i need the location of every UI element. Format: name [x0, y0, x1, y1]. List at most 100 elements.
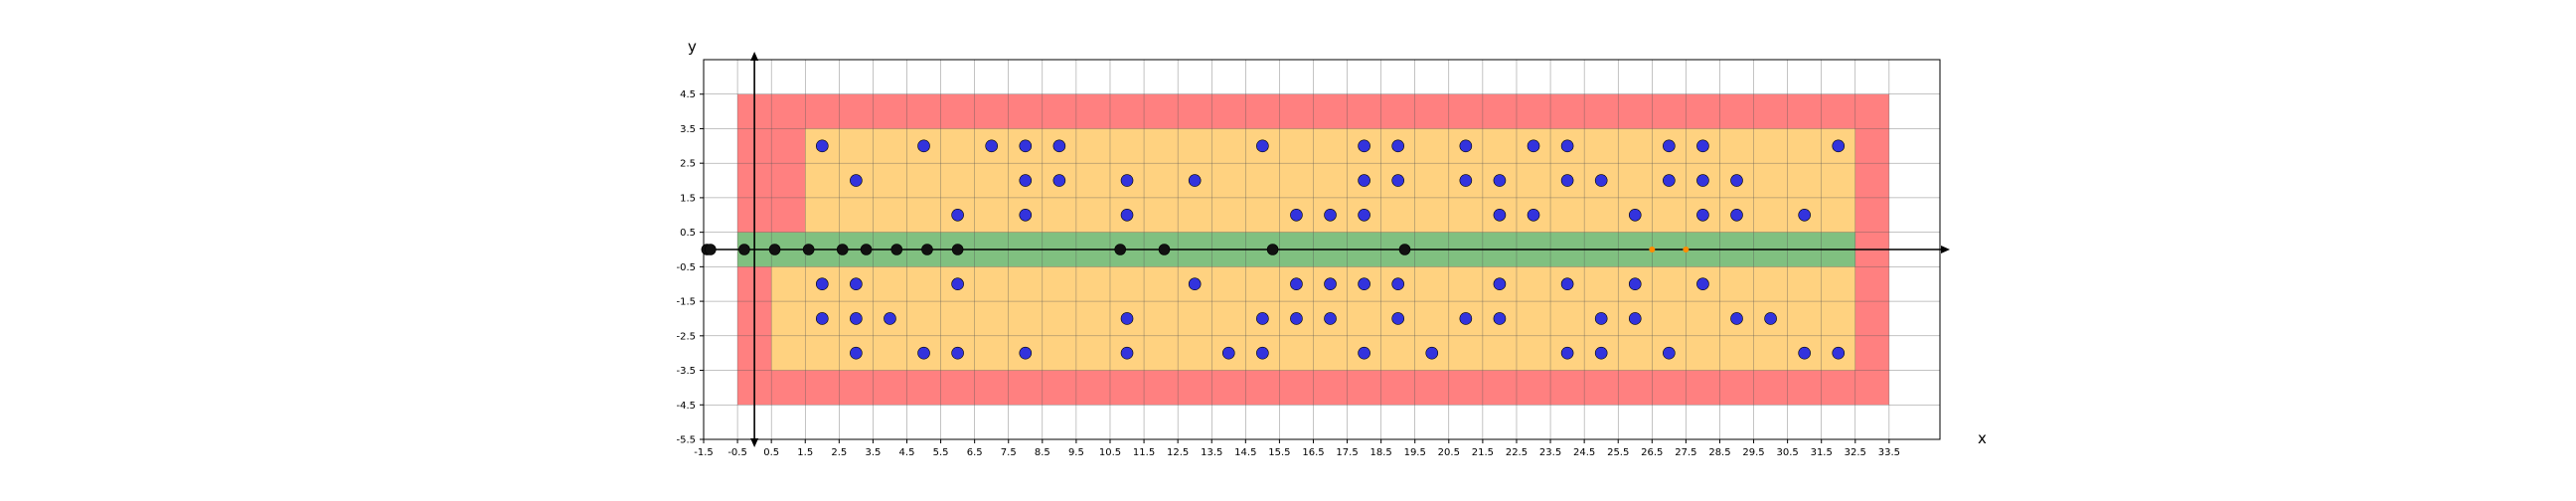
data-point [1358, 139, 1370, 153]
data-point [1256, 139, 1269, 153]
data-point [1391, 174, 1404, 187]
x-tick-label: 29.5 [1742, 447, 1764, 458]
data-point [1358, 346, 1370, 360]
data-point [1832, 139, 1846, 153]
x-tick-label: 17.5 [1336, 447, 1358, 458]
x-tick-label: 6.5 [967, 447, 983, 458]
data-point [1120, 312, 1134, 325]
x-tick-label: 15.5 [1268, 447, 1290, 458]
y-tick-label: 0.5 [680, 228, 696, 239]
data-point [1052, 139, 1066, 153]
data-point [1391, 277, 1404, 291]
axes [704, 52, 1950, 447]
data-point [1391, 312, 1404, 325]
data-point [951, 244, 964, 255]
x-tick-label: 19.5 [1404, 447, 1426, 458]
y-tick-label: 4.5 [680, 89, 696, 100]
y-tick-label: 1.5 [680, 193, 696, 204]
data-point [1391, 139, 1404, 153]
data-point [1560, 139, 1574, 153]
data-point [705, 244, 717, 255]
data-point [1663, 346, 1676, 360]
data-point [1683, 247, 1690, 252]
y-tick-label: 2.5 [680, 159, 696, 170]
data-point [1527, 208, 1540, 222]
data-point [1019, 208, 1033, 222]
data-point [860, 244, 873, 255]
data-point [1764, 312, 1777, 325]
x-tick-label: 9.5 [1068, 447, 1084, 458]
data-point [917, 346, 930, 360]
x-tick-label: -1.5 [694, 447, 714, 458]
x-tick-label: 14.5 [1234, 447, 1256, 458]
data-point [1730, 174, 1743, 187]
data-point [1663, 139, 1676, 153]
x-tick-label: 13.5 [1201, 447, 1222, 458]
data-point [1120, 174, 1134, 187]
data-point [1696, 174, 1709, 187]
x-tick-label: 25.5 [1607, 447, 1629, 458]
data-point [850, 312, 863, 325]
data-point [1398, 244, 1411, 255]
x-tick-label: 18.5 [1370, 447, 1392, 458]
x-tick-label: 26.5 [1641, 447, 1663, 458]
data-point [1459, 174, 1473, 187]
x-tick-label: 7.5 [1001, 447, 1017, 458]
data-point [884, 312, 896, 325]
data-point [1324, 277, 1337, 291]
x-tick-label: 5.5 [933, 447, 949, 458]
data-point [1114, 244, 1127, 255]
data-point [1798, 208, 1811, 222]
data-point [850, 174, 863, 187]
data-point [1649, 247, 1656, 252]
y-tick-label: -2.5 [676, 331, 696, 342]
data-point [917, 139, 930, 153]
x-tick-label: 31.5 [1811, 447, 1833, 458]
data-point [1221, 346, 1235, 360]
data-point [1560, 346, 1574, 360]
data-point [1324, 208, 1337, 222]
data-point [815, 277, 829, 291]
data-point [890, 244, 903, 255]
data-point [1730, 208, 1743, 222]
data-point [951, 277, 964, 291]
data-point [1560, 174, 1574, 187]
data-point [1628, 208, 1642, 222]
data-point [1493, 312, 1507, 325]
x-tick-label: 20.5 [1438, 447, 1460, 458]
data-point [1358, 208, 1370, 222]
data-point [1358, 277, 1370, 291]
data-point [1266, 244, 1279, 255]
x-tick-label: 33.5 [1878, 447, 1900, 458]
data-point [850, 277, 863, 291]
data-point [850, 346, 863, 360]
y-axis-arrow-down-icon [750, 438, 759, 447]
y-tick-label: -1.5 [676, 297, 696, 308]
data-point [815, 312, 829, 325]
data-point [738, 244, 750, 255]
y-tick-label: -4.5 [676, 401, 696, 412]
x-tick-label: 24.5 [1573, 447, 1595, 458]
data-point [1730, 312, 1743, 325]
data-point [1832, 346, 1846, 360]
data-point [1120, 346, 1134, 360]
x-tick-label: 22.5 [1506, 447, 1528, 458]
data-point [1594, 312, 1608, 325]
x-tick-label: 23.5 [1539, 447, 1561, 458]
x-axis-label: x [1978, 429, 1987, 447]
x-tick-label: 3.5 [865, 447, 881, 458]
data-point [1696, 139, 1709, 153]
data-point [1594, 174, 1608, 187]
x-tick-label: -0.5 [727, 447, 747, 458]
data-point [1459, 139, 1473, 153]
data-point [921, 244, 933, 255]
data-point [1425, 346, 1439, 360]
data-point [768, 244, 781, 255]
data-point [1358, 174, 1370, 187]
data-point [1019, 174, 1033, 187]
x-tick-label: 21.5 [1472, 447, 1494, 458]
x-tick-label: 27.5 [1675, 447, 1696, 458]
x-axis-arrow-icon [1941, 246, 1950, 253]
data-point [951, 346, 964, 360]
x-tick-label: 28.5 [1708, 447, 1730, 458]
